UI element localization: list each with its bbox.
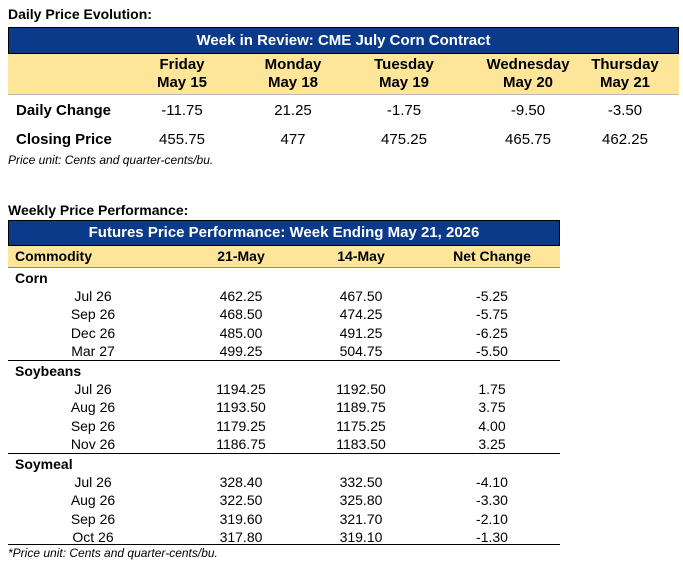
- daily-section-title: Daily Price Evolution:: [8, 6, 152, 22]
- price-value: -3.30: [476, 492, 508, 509]
- price-value: 1183.50: [336, 435, 386, 452]
- daily-change-value: -3.50: [607, 102, 643, 119]
- price-value: 1.75: [478, 381, 506, 397]
- day-date: May 18: [267, 74, 319, 91]
- daily-table-banner: Week in Review: CME July Corn Contract: [8, 27, 679, 54]
- group-divider: [8, 453, 560, 454]
- contract-month: Aug 26: [70, 492, 116, 509]
- weekly-header-divider: [8, 267, 560, 268]
- day-name: Monday: [264, 56, 322, 73]
- closing-price-label: Closing Price: [16, 131, 112, 148]
- daily-change-label: Daily Change: [16, 102, 112, 119]
- price-value: 321.70: [339, 510, 383, 527]
- price-value: 1193.50: [216, 399, 266, 416]
- contract-month: Jul 26: [74, 288, 112, 304]
- price-value: -6.25: [476, 324, 508, 341]
- price-value: 468.50: [219, 306, 263, 323]
- contract-month: Jul 26: [74, 474, 112, 490]
- daily-price-unit-note: Price unit: Cents and quarter-cents/bu.: [8, 153, 214, 167]
- contract-month: Sep 26: [70, 510, 116, 527]
- price-value: 3.75: [478, 399, 506, 416]
- price-value: 1175.25: [336, 417, 386, 434]
- day-date: May 21: [599, 74, 651, 91]
- group-divider: [8, 360, 560, 361]
- price-value: 491.25: [339, 324, 383, 341]
- day-name: Thursday: [591, 56, 659, 73]
- contract-month: Dec 26: [70, 324, 116, 341]
- column-header: 14-May: [337, 248, 385, 264]
- contract-month: Sep 26: [70, 417, 116, 434]
- commodity-group-name: Soymeal: [15, 456, 73, 472]
- day-date: May 15: [156, 74, 208, 91]
- price-value: 1189.75: [336, 399, 386, 416]
- price-value: 328.40: [219, 474, 263, 490]
- price-value: 462.25: [219, 288, 263, 304]
- daily-change-value: -9.50: [510, 102, 546, 119]
- price-value: 325.80: [339, 492, 383, 509]
- price-value: 467.50: [339, 288, 383, 304]
- price-value: 319.10: [339, 528, 383, 545]
- price-value: 1186.75: [216, 435, 266, 452]
- contract-month: Oct 26: [72, 528, 114, 545]
- weekly-price-unit-note: *Price unit: Cents and quarter-cents/bu.: [8, 546, 218, 560]
- price-value: -5.50: [476, 342, 508, 359]
- price-value: -4.10: [476, 474, 508, 490]
- weekly-table-banner: Futures Price Performance: Week Ending M…: [8, 220, 560, 246]
- weekly-header-band: [8, 246, 560, 267]
- price-value: -2.10: [476, 510, 508, 527]
- weekly-section-title: Weekly Price Performance:: [8, 202, 189, 218]
- day-name: Wednesday: [486, 56, 570, 73]
- price-value: 1192.50: [336, 381, 386, 397]
- daily-header-band: [8, 54, 679, 95]
- day-name: Tuesday: [374, 56, 434, 73]
- closing-price-value: 465.75: [505, 131, 551, 148]
- column-header: Commodity: [15, 248, 92, 264]
- contract-month: Aug 26: [70, 399, 116, 416]
- day-name: Friday: [159, 56, 205, 73]
- daily-change-value: -11.75: [161, 102, 203, 119]
- price-value: 332.50: [339, 474, 383, 490]
- price-value: 319.60: [219, 510, 263, 527]
- column-header: 21-May: [217, 248, 265, 264]
- price-value: 1179.25: [216, 417, 266, 434]
- price-value: 474.25: [339, 306, 383, 323]
- closing-price-value: 462.25: [602, 131, 648, 148]
- daily-change-value: -1.75: [386, 102, 422, 119]
- commodity-group-name: Corn: [15, 270, 48, 286]
- price-value: -1.30: [476, 528, 508, 545]
- closing-price-value: 477: [280, 131, 306, 148]
- daily-header-divider: [8, 94, 679, 95]
- price-value: 322.50: [219, 492, 263, 509]
- column-header: Net Change: [453, 248, 531, 264]
- price-value: 317.80: [219, 528, 263, 545]
- commodity-group-name: Soybeans: [15, 363, 82, 379]
- price-value: 4.00: [478, 417, 506, 434]
- contract-month: Jul 26: [74, 381, 112, 397]
- contract-month: Sep 26: [70, 306, 116, 323]
- price-value: -5.75: [476, 306, 508, 323]
- closing-price-value: 475.25: [381, 131, 427, 148]
- price-value: 499.25: [219, 342, 263, 359]
- contract-month: Nov 26: [70, 435, 116, 452]
- price-value: 3.25: [478, 435, 506, 452]
- price-value: 504.75: [339, 342, 383, 359]
- price-value: 485.00: [219, 324, 263, 341]
- day-date: May 19: [378, 74, 430, 91]
- contract-month: Mar 27: [71, 342, 115, 359]
- price-value: 1194.25: [216, 381, 266, 397]
- daily-change-value: 21.25: [274, 102, 312, 119]
- table-bottom-rule: [8, 544, 560, 545]
- day-date: May 20: [502, 74, 554, 91]
- closing-price-value: 455.75: [159, 131, 205, 148]
- price-value: -5.25: [476, 288, 508, 304]
